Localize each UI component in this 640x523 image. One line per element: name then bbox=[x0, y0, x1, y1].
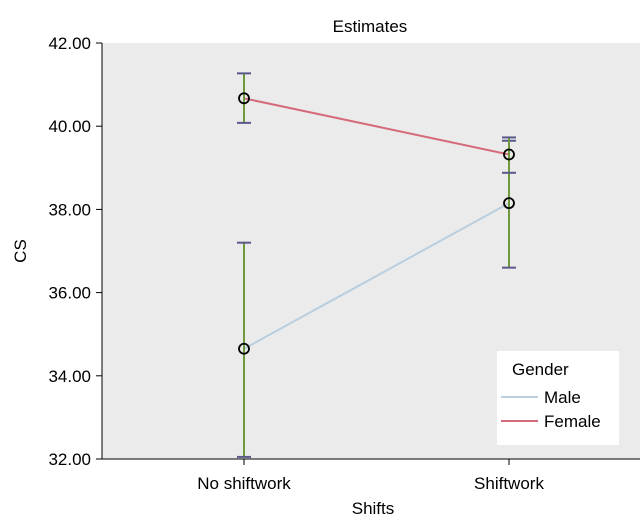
chart-title: Estimates bbox=[333, 17, 408, 36]
x-tick-label: No shiftwork bbox=[197, 474, 291, 493]
y-tick-label: 42.00 bbox=[48, 34, 91, 53]
series-lines bbox=[243, 97, 510, 350]
data-point-male bbox=[238, 342, 250, 355]
x-ticks: No shiftwork Shiftwork bbox=[197, 459, 544, 493]
error-bars bbox=[237, 72, 516, 458]
y-tick-label: 34.00 bbox=[48, 367, 91, 386]
y-tick-label: 40.00 bbox=[48, 117, 91, 136]
series-line-male bbox=[243, 202, 510, 350]
legend-label-female: Female bbox=[544, 412, 601, 431]
data-point-male bbox=[503, 197, 515, 210]
y-axis-title: CS bbox=[11, 239, 30, 263]
y-tick-label: 38.00 bbox=[48, 200, 91, 219]
points bbox=[238, 92, 515, 355]
data-point-female bbox=[238, 92, 250, 105]
x-axis-title: Shifts bbox=[352, 499, 395, 518]
y-tick-label: 36.00 bbox=[48, 284, 91, 303]
legend-title: Gender bbox=[512, 360, 569, 379]
data-point-female bbox=[503, 148, 515, 161]
legend: Gender Male Female bbox=[497, 351, 619, 445]
y-tick-label: 32.00 bbox=[48, 450, 91, 469]
legend-label-male: Male bbox=[544, 388, 581, 407]
series-line-female bbox=[243, 97, 510, 156]
x-tick-label: Shiftwork bbox=[474, 474, 544, 493]
y-ticks: 32.00 34.00 36.00 38.00 40.00 42.00 bbox=[48, 34, 102, 469]
